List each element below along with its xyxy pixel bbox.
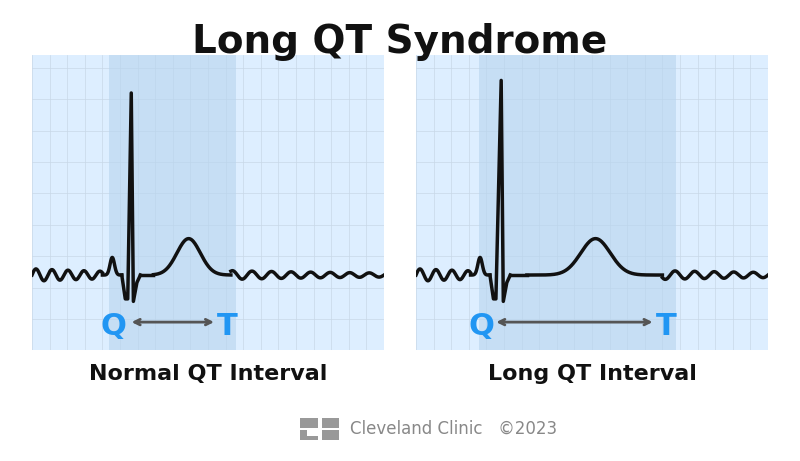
Bar	[322, 418, 339, 428]
Text: Cleveland Clinic   ©2023: Cleveland Clinic ©2023	[350, 420, 557, 438]
Bar	[306, 428, 322, 437]
Text: Long QT Syndrome: Long QT Syndrome	[192, 23, 608, 61]
Text: T: T	[217, 312, 238, 341]
Text: Normal QT Interval: Normal QT Interval	[89, 364, 327, 384]
Text: Q: Q	[468, 312, 494, 341]
Text: Long QT Interval: Long QT Interval	[487, 364, 697, 384]
Bar	[300, 430, 318, 440]
Bar	[110, 55, 236, 350]
Bar	[300, 418, 318, 428]
Text: Q: Q	[100, 312, 126, 341]
Text: T: T	[655, 312, 676, 341]
Bar	[322, 430, 339, 440]
Bar	[479, 55, 677, 350]
